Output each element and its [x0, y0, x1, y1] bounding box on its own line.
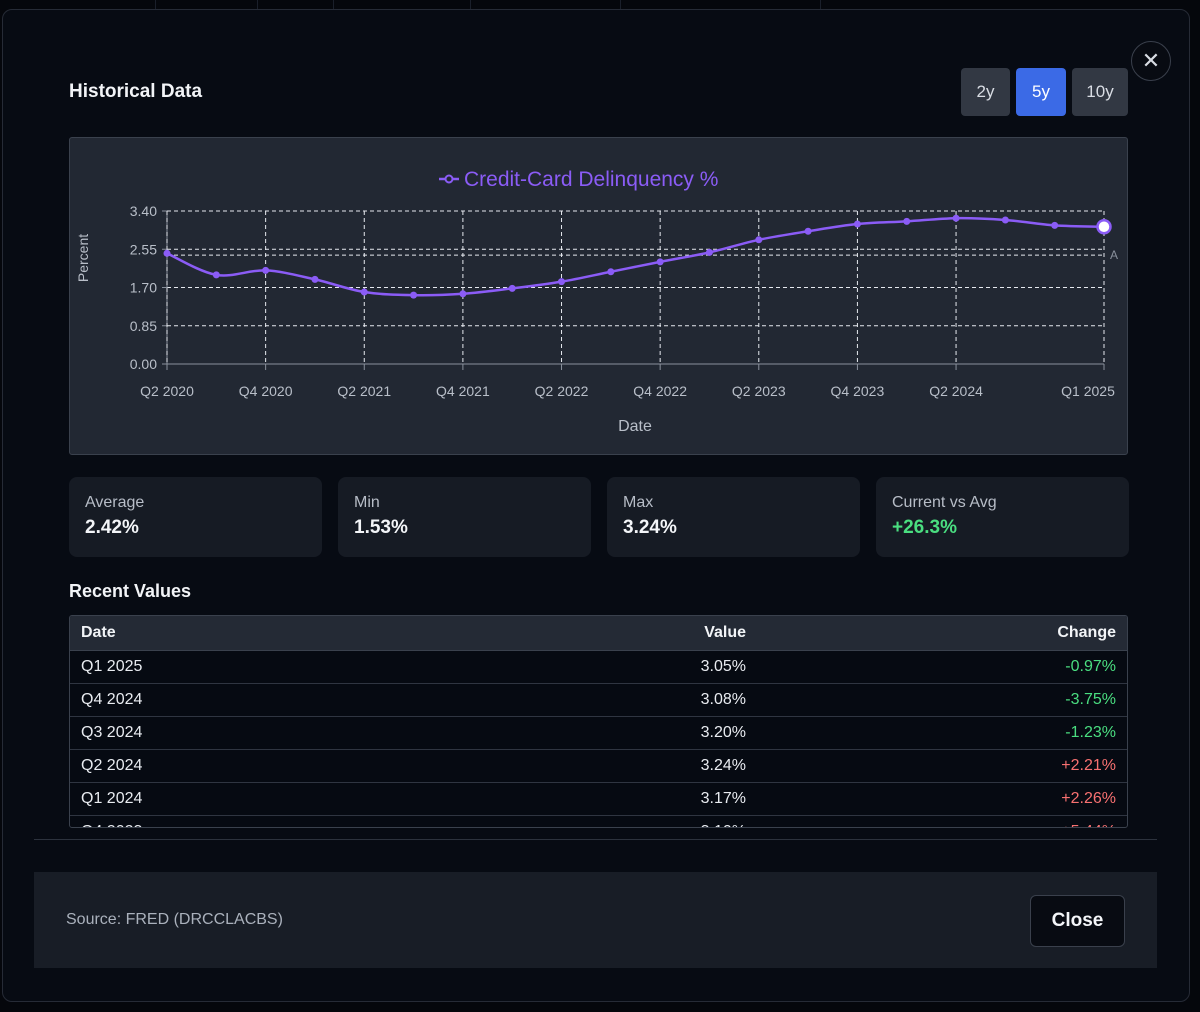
- table-row: Q3 2024 3.20% -1.23%: [70, 716, 1127, 750]
- recent-values-title: Recent Values: [69, 581, 192, 601]
- cell-value: 3.05%: [377, 650, 757, 684]
- data-point: [262, 266, 270, 274]
- cell-date: Q2 2024: [70, 749, 377, 783]
- modal-footer: Source: FRED (DRCCLACBS) Close: [34, 872, 1157, 968]
- range-2y-button[interactable]: 2y: [961, 68, 1010, 116]
- x-tick-label: Q2 2024: [929, 383, 983, 399]
- x-tick-label: Q1 2025: [1061, 383, 1115, 399]
- footer-divider: [34, 839, 1157, 840]
- cell-change: +2.21%: [757, 749, 1127, 783]
- stat-label: Min: [354, 494, 380, 511]
- close-button[interactable]: Close: [1030, 895, 1125, 947]
- stats-row: Average 2.42% Min 1.53% Max 3.24% Curren…: [69, 477, 1129, 557]
- cell-date: Q3 2024: [70, 716, 377, 750]
- data-point: [311, 275, 319, 283]
- y-tick-label: 1.70: [130, 280, 157, 296]
- stat-average: Average 2.42%: [69, 477, 322, 557]
- y-tick-label: 3.40: [130, 203, 157, 219]
- table-row: Q4 2024 3.08% -3.75%: [70, 683, 1127, 717]
- stat-value: 2.42%: [85, 517, 139, 538]
- stat-value: 3.24%: [623, 517, 677, 538]
- series-line: [166, 216, 1105, 297]
- chart-title: Credit-Card Delinquency %: [464, 168, 718, 191]
- cell-value: 3.17%: [377, 782, 757, 816]
- recent-values-table[interactable]: Date Value Change Q1 2025 3.05% -0.97% Q4 2…: [69, 615, 1128, 828]
- column-header-value: Value: [377, 616, 757, 651]
- cell-change: -1.23%: [757, 716, 1127, 750]
- table-row: Q1 2024 3.17% +2.26%: [70, 782, 1127, 816]
- stat-current-vs-avg: Current vs Avg +26.3%: [876, 477, 1129, 557]
- data-point: [607, 268, 615, 276]
- table-row: Q2 2024 3.24% +2.21%: [70, 749, 1127, 783]
- column-header-date: Date: [70, 616, 377, 651]
- data-point: [804, 227, 812, 235]
- x-tick-label: Q4 2021: [436, 383, 490, 399]
- data-point: [360, 288, 368, 296]
- stat-value: 1.53%: [354, 517, 408, 538]
- range-5y-button[interactable]: 5y: [1016, 68, 1066, 116]
- close-icon[interactable]: ✕: [1131, 41, 1171, 81]
- source-label: Source: FRED (DRCCLACBS): [66, 911, 283, 928]
- cell-date: Q1 2024: [70, 782, 377, 816]
- x-tick-label: Q2 2023: [732, 383, 786, 399]
- x-axis-title: Date: [618, 418, 652, 435]
- x-tick-label: Q4 2022: [633, 383, 687, 399]
- data-point: [952, 214, 960, 222]
- cell-change: +2.26%: [757, 782, 1127, 816]
- modal-title: Historical Data: [69, 81, 203, 102]
- x-tick-label: Q4 2023: [831, 383, 885, 399]
- data-point: [1051, 221, 1059, 229]
- stat-value: +26.3%: [892, 517, 957, 538]
- data-point: [410, 291, 418, 299]
- data-point: [459, 290, 467, 298]
- data-point: [755, 236, 763, 244]
- x-tick-label: Q2 2020: [140, 383, 194, 399]
- data-point: [558, 278, 566, 286]
- data-point: [705, 248, 713, 256]
- y-tick-label: 0.85: [130, 318, 157, 334]
- x-tick-label: Q4 2020: [239, 383, 293, 399]
- x-tick-label: Q2 2022: [535, 383, 589, 399]
- y-axis-title: Percent: [75, 234, 91, 282]
- range-selector: 2y 5y 10y: [961, 68, 1128, 116]
- y-tick-label: 0.00: [130, 356, 157, 372]
- x-tick-label: Q2 2021: [337, 383, 391, 399]
- cell-change: -3.75%: [757, 683, 1127, 717]
- table-row: Q4 20233.10%+5.44%: [70, 815, 1127, 827]
- data-point: [212, 271, 220, 279]
- data-point: [656, 258, 664, 266]
- data-point: [853, 220, 861, 228]
- stat-label: Current vs Avg: [892, 494, 997, 511]
- table-header-row: Date Value Change: [70, 616, 1127, 651]
- data-point: [508, 284, 516, 292]
- cell-date: Q4 2024: [70, 683, 377, 717]
- data-point-highlighted: [1096, 219, 1112, 235]
- stat-max: Max 3.24%: [607, 477, 860, 557]
- stat-label: Max: [623, 494, 654, 511]
- cell-value: 3.24%: [377, 749, 757, 783]
- column-header-change: Change: [757, 616, 1127, 651]
- line-chart: Credit-Card Delinquency % 0.00 0.85 1.70 2.5…: [75, 168, 1118, 435]
- cell-change: +5.44%: [757, 815, 1127, 827]
- cell-date: Q1 2025: [70, 650, 377, 684]
- data-point: [903, 217, 911, 225]
- average-reference-label: A: [1110, 248, 1118, 262]
- stat-label: Average: [85, 494, 145, 511]
- cell-value: 3.10%: [377, 815, 757, 827]
- range-10y-button[interactable]: 10y: [1072, 68, 1128, 116]
- table-row: Q1 2025 3.05% -0.97%: [70, 650, 1127, 684]
- cell-date: Q4 2023: [70, 815, 377, 827]
- cell-value: 3.08%: [377, 683, 757, 717]
- stat-min: Min 1.53%: [338, 477, 591, 557]
- cell-value: 3.20%: [377, 716, 757, 750]
- chart-panel: Credit-Card Delinquency % 0.00 0.85 1.70 2.5…: [69, 137, 1128, 455]
- cell-change: -0.97%: [757, 650, 1127, 684]
- data-point: [1001, 216, 1009, 224]
- y-tick-label: 2.55: [130, 241, 157, 257]
- legend-marker: [444, 174, 454, 184]
- historical-data-modal: ✕ Historical Data 2y 5y 10y Credit-Card …: [2, 9, 1190, 1002]
- data-point: [163, 249, 171, 257]
